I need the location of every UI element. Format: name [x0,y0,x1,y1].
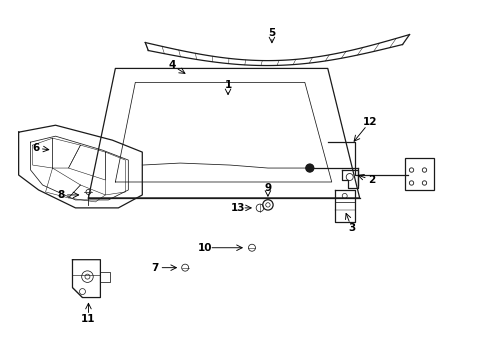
Text: 5: 5 [268,28,275,37]
Text: 1: 1 [224,80,231,90]
Text: 7: 7 [151,263,159,273]
Text: 13: 13 [230,203,245,213]
Bar [404,158,433,190]
Text: 9: 9 [264,183,271,193]
Text: 6: 6 [32,143,39,153]
Text: 12: 12 [362,117,376,127]
Text: 3: 3 [347,223,355,233]
Text: 10: 10 [198,243,212,253]
Text: 11: 11 [81,314,96,324]
Text: 2: 2 [367,175,374,185]
Text: 8: 8 [57,190,64,200]
Circle shape [305,165,313,171]
Text: 4: 4 [168,60,176,71]
